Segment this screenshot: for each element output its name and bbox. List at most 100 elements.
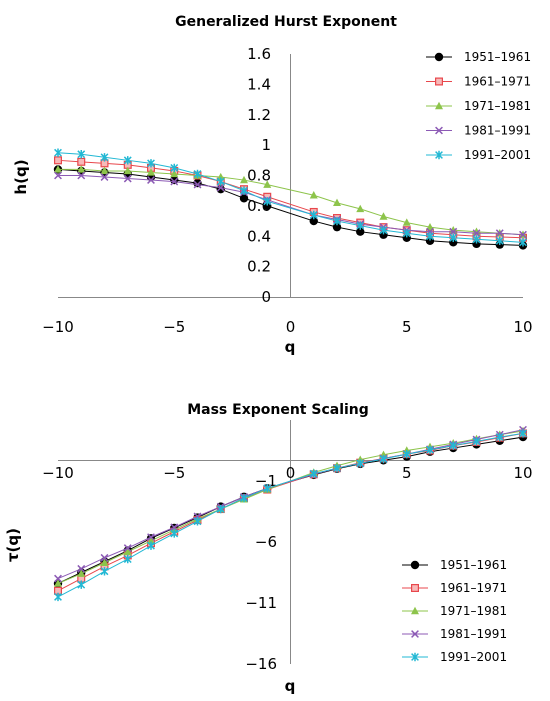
y-tick-label: 0.2	[247, 258, 271, 276]
x-tick-label: −5	[163, 464, 185, 482]
data-point	[170, 177, 179, 186]
data-point	[77, 150, 86, 159]
legend-label: 1991–2001	[440, 650, 507, 664]
data-point	[100, 166, 109, 175]
data-point	[309, 216, 318, 226]
data-point	[77, 569, 86, 577]
x-tick-label: 10	[513, 464, 532, 482]
mass-exponent-chart: Mass Exponent Scaling q τ(q) −10 −5 0 5 10 −…	[4, 402, 533, 695]
data-point	[147, 168, 155, 176]
legend-marker	[435, 77, 444, 86]
x-axis-label: q	[285, 338, 296, 356]
legend: 1951–1961 1961–1971 1971–1981 1981–1991 1991…	[402, 558, 507, 664]
y-axis-label: h(q)	[12, 159, 30, 194]
data-point	[332, 222, 342, 232]
data-point	[216, 183, 225, 192]
series-1991–2001	[54, 429, 527, 602]
data-point	[77, 165, 86, 173]
x-tick-labels: −10 −5 0 5 10	[42, 318, 532, 336]
data-point	[147, 533, 155, 542]
data-point	[495, 236, 504, 246]
legend-marker	[410, 560, 420, 570]
legend-marker	[411, 583, 420, 592]
data-point	[54, 574, 62, 583]
series-line	[58, 175, 524, 236]
legend-item: 1961–1971	[426, 75, 531, 89]
y-tick-label: 0	[261, 288, 271, 306]
data-point	[170, 523, 179, 532]
data-point	[54, 171, 62, 180]
legend-marker	[434, 52, 444, 62]
series-layer	[53, 425, 528, 602]
legend-item: 1991–2001	[426, 148, 531, 162]
legend-label: 1971–1981	[440, 604, 507, 618]
data-point	[402, 229, 411, 238]
series-1991–2001	[54, 148, 527, 247]
data-point	[449, 233, 458, 242]
legend-label: 1971–1981	[464, 99, 531, 113]
legend-item: 1951–1961	[402, 558, 507, 572]
y-tick-label: −11	[245, 594, 277, 612]
legend-item: 1961–1971	[402, 581, 507, 595]
data-point	[239, 194, 249, 203]
data-point	[147, 541, 155, 550]
legend-item: 1971–1981	[426, 99, 531, 113]
data-point	[193, 178, 202, 188]
series-line	[57, 152, 524, 243]
data-point	[147, 176, 155, 184]
data-point	[426, 445, 434, 455]
data-point	[147, 536, 155, 544]
y-tick-label: −16	[245, 655, 277, 673]
data-point	[100, 567, 109, 576]
data-point	[193, 169, 202, 179]
legend-label: 1961–1971	[464, 75, 531, 89]
data-point	[216, 504, 225, 514]
x-tick-label: 5	[402, 464, 412, 482]
data-point	[333, 463, 341, 473]
data-point	[309, 469, 318, 478]
legend-marker	[435, 101, 443, 110]
x-tick-label: 0	[286, 318, 296, 336]
legend: 1951–1961 1961–1971 1971–1981 1981–1991 1991…	[426, 50, 531, 162]
data-point	[402, 449, 411, 459]
x-tick-label: −10	[42, 318, 74, 336]
data-point	[216, 172, 225, 181]
x-tick-label: 0	[286, 464, 296, 482]
legend-label: 1951–1961	[464, 50, 531, 64]
y-tick-label: 1	[261, 136, 271, 154]
legend-label: 1981–1991	[464, 124, 531, 138]
x-tick-label: 5	[402, 318, 412, 336]
data-point	[54, 148, 62, 157]
data-point	[333, 198, 341, 207]
data-point	[379, 212, 388, 220]
x-tick-label: 10	[513, 318, 532, 336]
data-point	[170, 169, 179, 178]
legend-marker	[411, 652, 419, 662]
data-point	[519, 238, 527, 247]
legend-item: 1991–2001	[402, 650, 507, 664]
legend-marker	[411, 630, 419, 638]
data-point	[100, 153, 109, 162]
data-point	[100, 558, 109, 566]
data-point	[472, 229, 481, 238]
legend-item: 1971–1981	[402, 604, 507, 618]
data-point	[402, 218, 411, 226]
data-point	[170, 163, 179, 173]
data-point	[77, 171, 86, 180]
data-point	[193, 517, 202, 526]
series-line	[57, 432, 524, 598]
legend-label: 1951–1961	[440, 558, 507, 572]
data-point	[472, 437, 481, 446]
data-point	[170, 529, 179, 538]
data-point	[449, 227, 458, 236]
legend-label: 1991–2001	[464, 148, 531, 162]
data-point	[216, 184, 225, 194]
data-point	[77, 157, 86, 166]
data-point	[123, 166, 132, 175]
data-point	[379, 454, 388, 464]
data-point	[309, 210, 318, 220]
legend-marker	[435, 126, 443, 135]
data-point	[54, 165, 62, 173]
legend-label: 1961–1971	[440, 581, 507, 595]
